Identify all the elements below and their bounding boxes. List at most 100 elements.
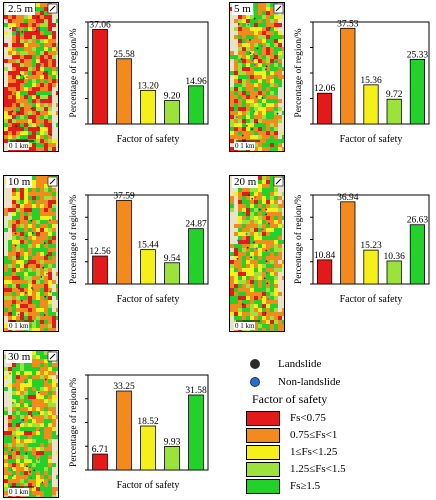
legend-title: Factor of safety [252, 392, 328, 406]
data-label: 12.56 [89, 247, 111, 257]
legend-swatch [246, 444, 280, 460]
legend-landslide-label: Landslide [278, 358, 322, 370]
data-label: 9.20 [164, 92, 181, 102]
data-label: 37.06 [89, 20, 111, 30]
scale-bar: 0 1 km [234, 142, 256, 150]
data-label: 15.23 [360, 241, 382, 251]
x-axis-label: Factor of safety [117, 294, 180, 305]
legend-nonlandslide: Non-landslide [246, 374, 340, 390]
fos-map-image [230, 176, 284, 331]
x-axis-label: Factor of safety [117, 134, 180, 145]
bar [116, 390, 132, 471]
bar-chart-svg: Percentage of region/% Factor of safety 37… [68, 20, 209, 145]
data-label: 10.36 [384, 252, 406, 262]
bar-chart-svg: Percentage of region/% Factor of safety 12… [293, 19, 430, 145]
map-10m: 10 m 0 1 km [3, 175, 59, 332]
legend-class-label: Fs<0.75 [290, 412, 326, 424]
scale-bar: 0 1 km [8, 488, 30, 496]
legend-landslide: Landslide [246, 356, 321, 372]
data-label: 9.72 [386, 90, 403, 100]
data-label: 36.94 [337, 193, 359, 203]
data-label: 12.06 [314, 84, 336, 94]
bar-chart-5m: Percentage of region/% Factor of safety 12… [289, 2, 435, 150]
legend-swatch [246, 410, 280, 426]
data-label: 37.53 [337, 19, 359, 29]
legend-class-label: 0.75≤Fs<1 [290, 429, 338, 441]
landslide-dot-icon [250, 359, 260, 369]
bar [386, 260, 402, 285]
bar [363, 84, 379, 125]
bar [340, 27, 356, 125]
bar [164, 446, 180, 471]
legend-class-3: 1≤Fs<1.25 [246, 444, 337, 460]
fos-map-image [4, 176, 58, 331]
map-resolution-label: 2.5 m [6, 3, 36, 15]
data-label: 25.58 [113, 50, 135, 60]
map-resolution-label: 20 m [232, 176, 259, 188]
data-label: 33.25 [113, 382, 135, 392]
data-label: 18.52 [137, 417, 159, 427]
legend-class-5: Fs≥1.5 [246, 478, 320, 494]
map-2-5m: 2.5 m 0 1 km [3, 2, 59, 152]
legend-class-4: 1.25≤Fs<1.5 [246, 461, 346, 477]
y-axis-label: Percentage of region/% [68, 28, 79, 117]
map-resolution-label: 30 m [6, 351, 33, 363]
bar [317, 259, 333, 285]
bar [140, 425, 156, 471]
bar [164, 100, 180, 125]
bar-chart-30m: Percentage of region/% Factor of safety 6.… [64, 355, 214, 496]
fos-map-image [4, 3, 58, 151]
legend-swatch [246, 461, 280, 477]
map-resolution-label: 10 m [6, 176, 33, 188]
legend-class-2: 0.75≤Fs<1 [246, 427, 337, 443]
data-label: 24.87 [185, 220, 207, 230]
bar-chart-svg: Percentage of region/% Factor of safety 12… [68, 191, 209, 305]
data-label: 14.96 [185, 77, 207, 87]
x-axis-label: Factor of safety [340, 134, 403, 145]
bar-chart-20m: Percentage of region/% Factor of safety 10… [289, 175, 435, 310]
scale-bar: 0 1 km [234, 322, 256, 330]
legend: Landslide Non-landslide Factor of safety… [246, 354, 432, 496]
bar-chart-2-5m: Percentage of region/% Factor of safety 37… [64, 2, 214, 150]
bar [386, 98, 402, 125]
x-axis-label: Factor of safety [340, 294, 403, 305]
y-axis-label: Percentage of region/% [68, 378, 79, 467]
data-label: 13.20 [137, 81, 159, 91]
legend-swatch [246, 478, 280, 494]
bar [92, 255, 108, 285]
legend-class-label: 1≤Fs<1.25 [290, 446, 338, 458]
data-label: 15.36 [360, 76, 382, 86]
bar [409, 224, 425, 285]
map-30m: 30 m 0 1 km [3, 350, 59, 498]
bar [188, 394, 204, 471]
data-label: 15.44 [137, 241, 159, 251]
bar [409, 59, 425, 125]
bar [188, 228, 204, 285]
data-label: 31.58 [185, 386, 207, 396]
bar [140, 89, 156, 125]
legend-nonlandslide-label: Non-landslide [278, 376, 341, 388]
bar [140, 249, 156, 285]
bar [340, 201, 356, 285]
fos-map-image [4, 351, 58, 497]
map-5m: 5 m 0 1 km [229, 2, 285, 152]
legend-swatch [246, 427, 280, 443]
data-label: 25.33 [407, 50, 429, 60]
bar [188, 85, 204, 125]
legend-class-1: Fs<0.75 [246, 410, 326, 426]
map-20m: 20 m 0 1 km [229, 175, 285, 332]
map-resolution-label: 5 m [232, 3, 253, 15]
bar [92, 29, 108, 125]
bar-chart-svg: Percentage of region/% Factor of safety 6.… [68, 374, 209, 491]
data-label: 6.71 [92, 445, 109, 455]
data-label: 9.93 [164, 437, 181, 447]
data-label: 9.54 [164, 254, 181, 264]
bar [92, 453, 108, 471]
data-label: 37.59 [113, 191, 135, 201]
nonlandslide-dot-icon [250, 377, 260, 387]
scale-bar: 0 1 km [8, 142, 30, 150]
legend-class-label: 1.25≤Fs<1.5 [290, 463, 346, 475]
scale-bar: 0 1 km [8, 322, 30, 330]
bar [164, 262, 180, 285]
bar-chart-10m: Percentage of region/% Factor of safety 12… [64, 175, 214, 310]
